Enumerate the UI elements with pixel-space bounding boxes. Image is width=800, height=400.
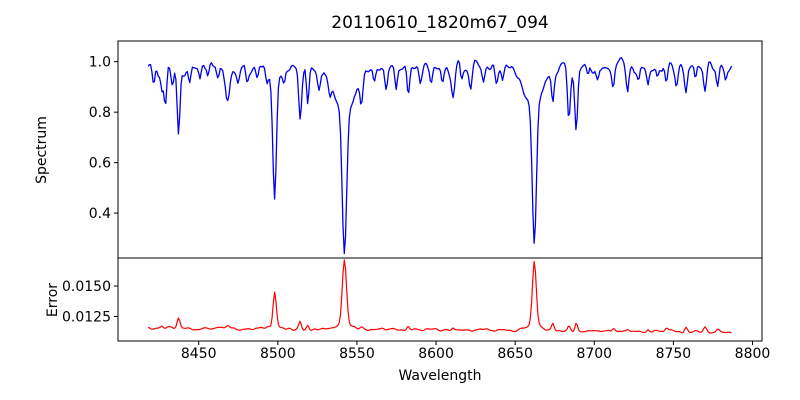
y-tick-label: 0.0125 — [62, 310, 111, 326]
x-tick-label: 8800 — [735, 346, 771, 362]
x-tick-label: 8500 — [260, 346, 296, 362]
y-axis-label-error: Error — [45, 283, 61, 317]
axes-layer: 8450 8500 8550 8600 8650 8700 8750 8800 1.0 0.8 0.… — [62, 40, 771, 362]
x-axis-label: Wavelength — [398, 368, 481, 384]
y-tick-label: 0.4 — [89, 206, 111, 222]
y-tick-label: 0.0150 — [62, 279, 111, 295]
x-tick-label: 8600 — [418, 346, 454, 362]
chart-title: 20110610_1820m67_094 — [331, 13, 548, 33]
y-tick-label: 1.0 — [89, 55, 111, 71]
y-tick-label: 0.6 — [89, 156, 111, 172]
error-panel-frame — [117, 257, 763, 342]
x-tick-label: 8750 — [656, 346, 692, 362]
y-axis-label-spectrum: Spectrum — [34, 116, 50, 184]
y-tick-label: 0.8 — [89, 105, 111, 121]
x-tick-label: 8450 — [181, 346, 217, 362]
x-tick-label: 8550 — [339, 346, 375, 362]
x-tick-label: 8650 — [497, 346, 533, 362]
spectrum-line — [147, 57, 733, 255]
x-tick-label: 8700 — [576, 346, 612, 362]
curves-layer — [147, 57, 733, 334]
error-line — [147, 259, 732, 334]
